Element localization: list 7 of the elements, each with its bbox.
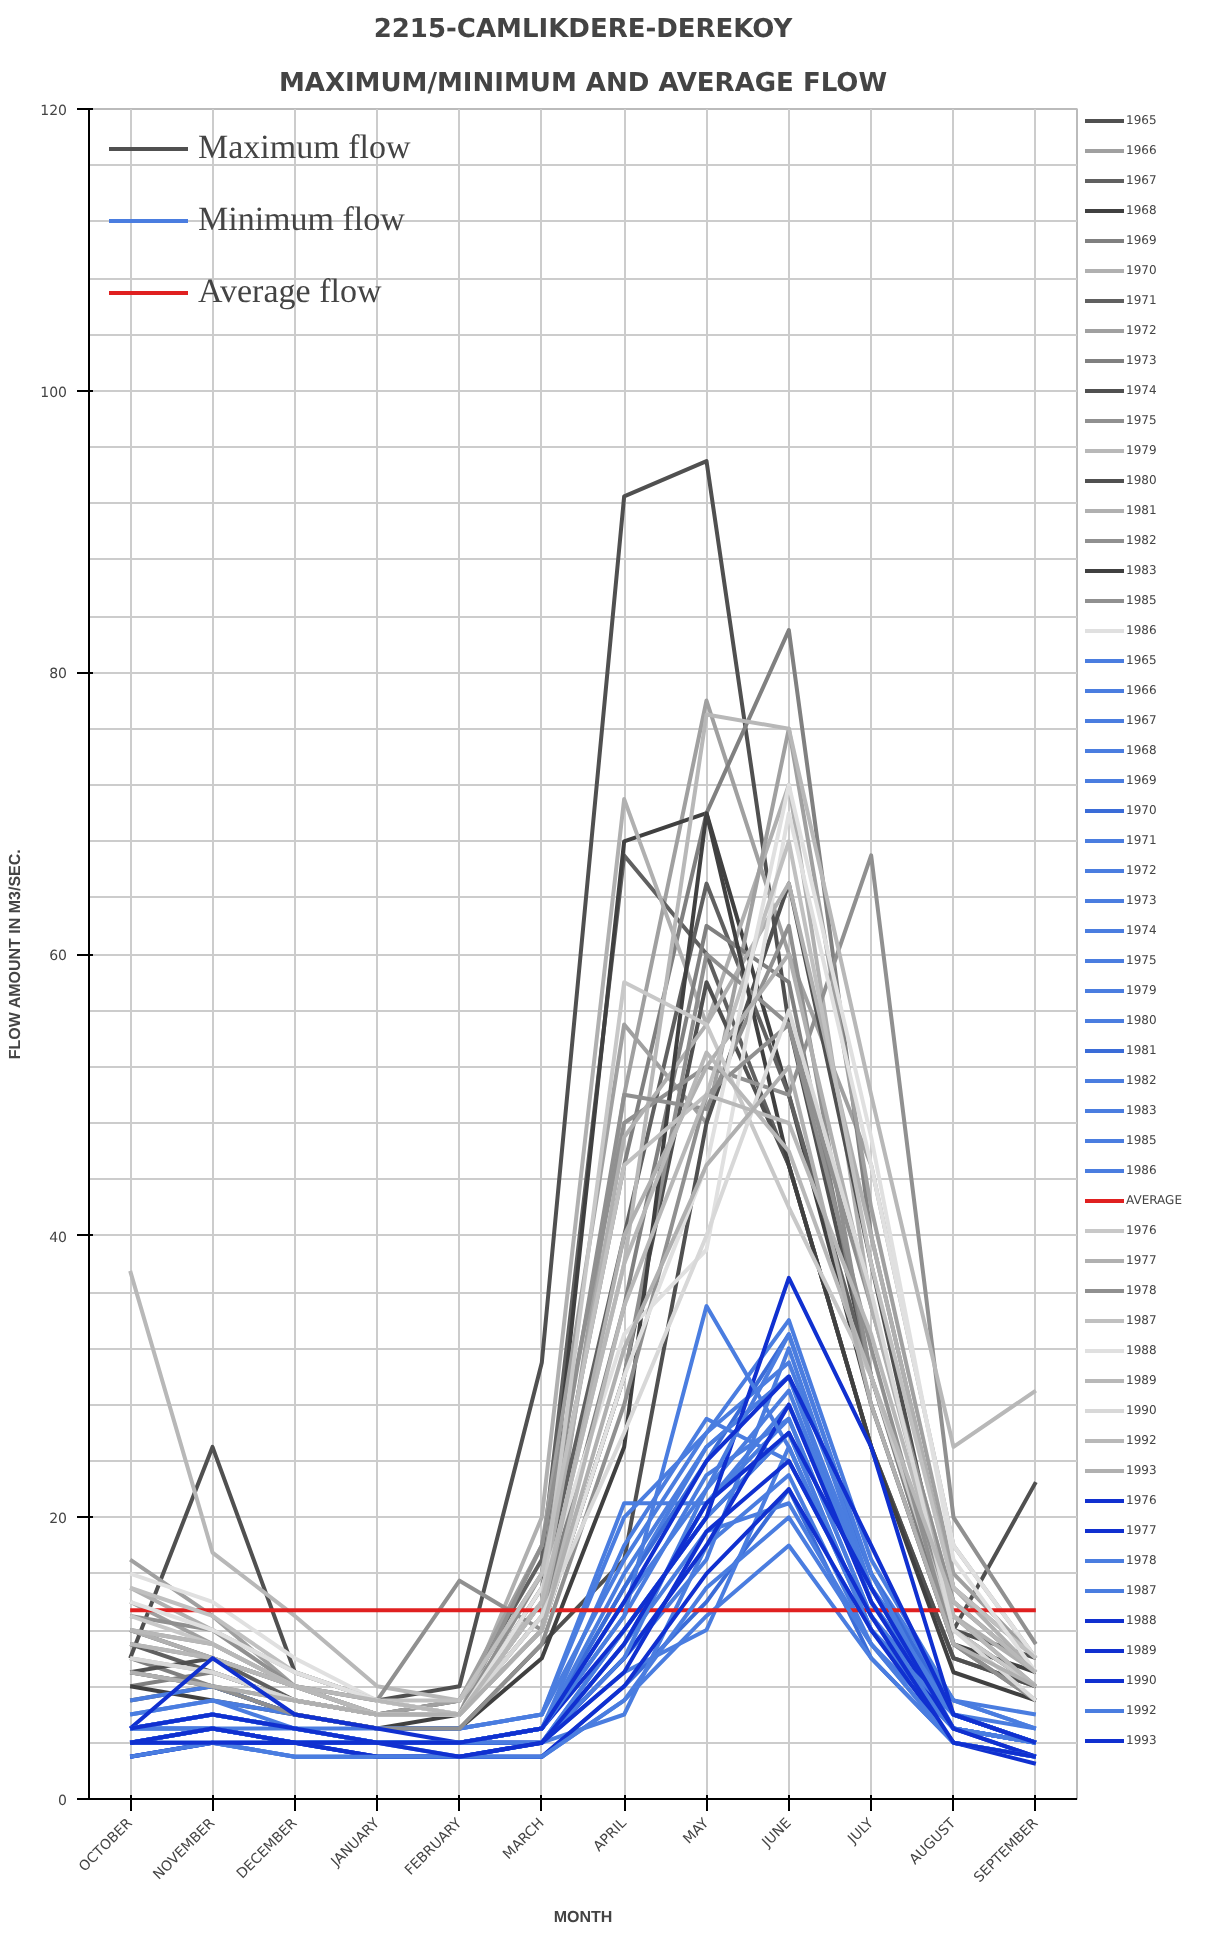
y-axis-title: FLOW AMOUNT IN M3/SEC. bbox=[6, 849, 25, 1060]
annotation: Maximum flow bbox=[198, 128, 411, 168]
x-axis-title: MONTH bbox=[553, 1907, 613, 1926]
annotation: Average flow bbox=[198, 272, 382, 312]
annotation: Minimum flow bbox=[198, 200, 405, 240]
chart-subtitle: MAXIMUM/MINIMUM AND AVERAGE FLOW bbox=[278, 69, 888, 99]
chart-title: 2215-CAMLIKDERE-DEREKOY bbox=[373, 15, 794, 45]
